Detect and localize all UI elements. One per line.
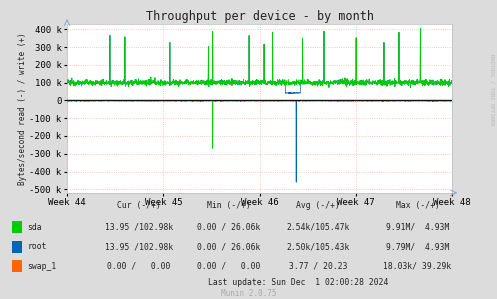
Text: 0.00 / 26.06k: 0.00 / 26.06k [197,242,260,251]
Text: Cur (-/+): Cur (-/+) [117,201,161,210]
Text: sda: sda [27,223,42,232]
Text: 13.95 /102.98k: 13.95 /102.98k [105,223,173,232]
Text: Min (-/+): Min (-/+) [207,201,250,210]
Text: 13.95 /102.98k: 13.95 /102.98k [105,242,173,251]
Text: swap_1: swap_1 [27,262,57,271]
Text: 3.77 / 20.23: 3.77 / 20.23 [289,262,347,271]
Text: 2.50k/105.43k: 2.50k/105.43k [286,242,350,251]
Y-axis label: Bytes/second read (-) / write (+): Bytes/second read (-) / write (+) [17,32,26,185]
Text: Max (-/+): Max (-/+) [396,201,439,210]
Text: root: root [27,242,47,251]
Text: 9.79M/  4.93M: 9.79M/ 4.93M [386,242,449,251]
Text: 0.00 /   0.00: 0.00 / 0.00 [197,262,260,271]
Text: 18.03k/ 39.29k: 18.03k/ 39.29k [383,262,452,271]
Text: Last update: Sun Dec  1 02:00:28 2024: Last update: Sun Dec 1 02:00:28 2024 [208,278,388,287]
Text: 0.00 /   0.00: 0.00 / 0.00 [107,262,171,271]
Text: RRDTOOL / TOBI OETIKER: RRDTOOL / TOBI OETIKER [490,54,495,126]
Text: Munin 2.0.75: Munin 2.0.75 [221,289,276,298]
Text: Avg (-/+): Avg (-/+) [296,201,340,210]
Text: 0.00 / 26.06k: 0.00 / 26.06k [197,223,260,232]
Text: 2.54k/105.47k: 2.54k/105.47k [286,223,350,232]
Title: Throughput per device - by month: Throughput per device - by month [146,10,374,23]
Text: 9.91M/  4.93M: 9.91M/ 4.93M [386,223,449,232]
